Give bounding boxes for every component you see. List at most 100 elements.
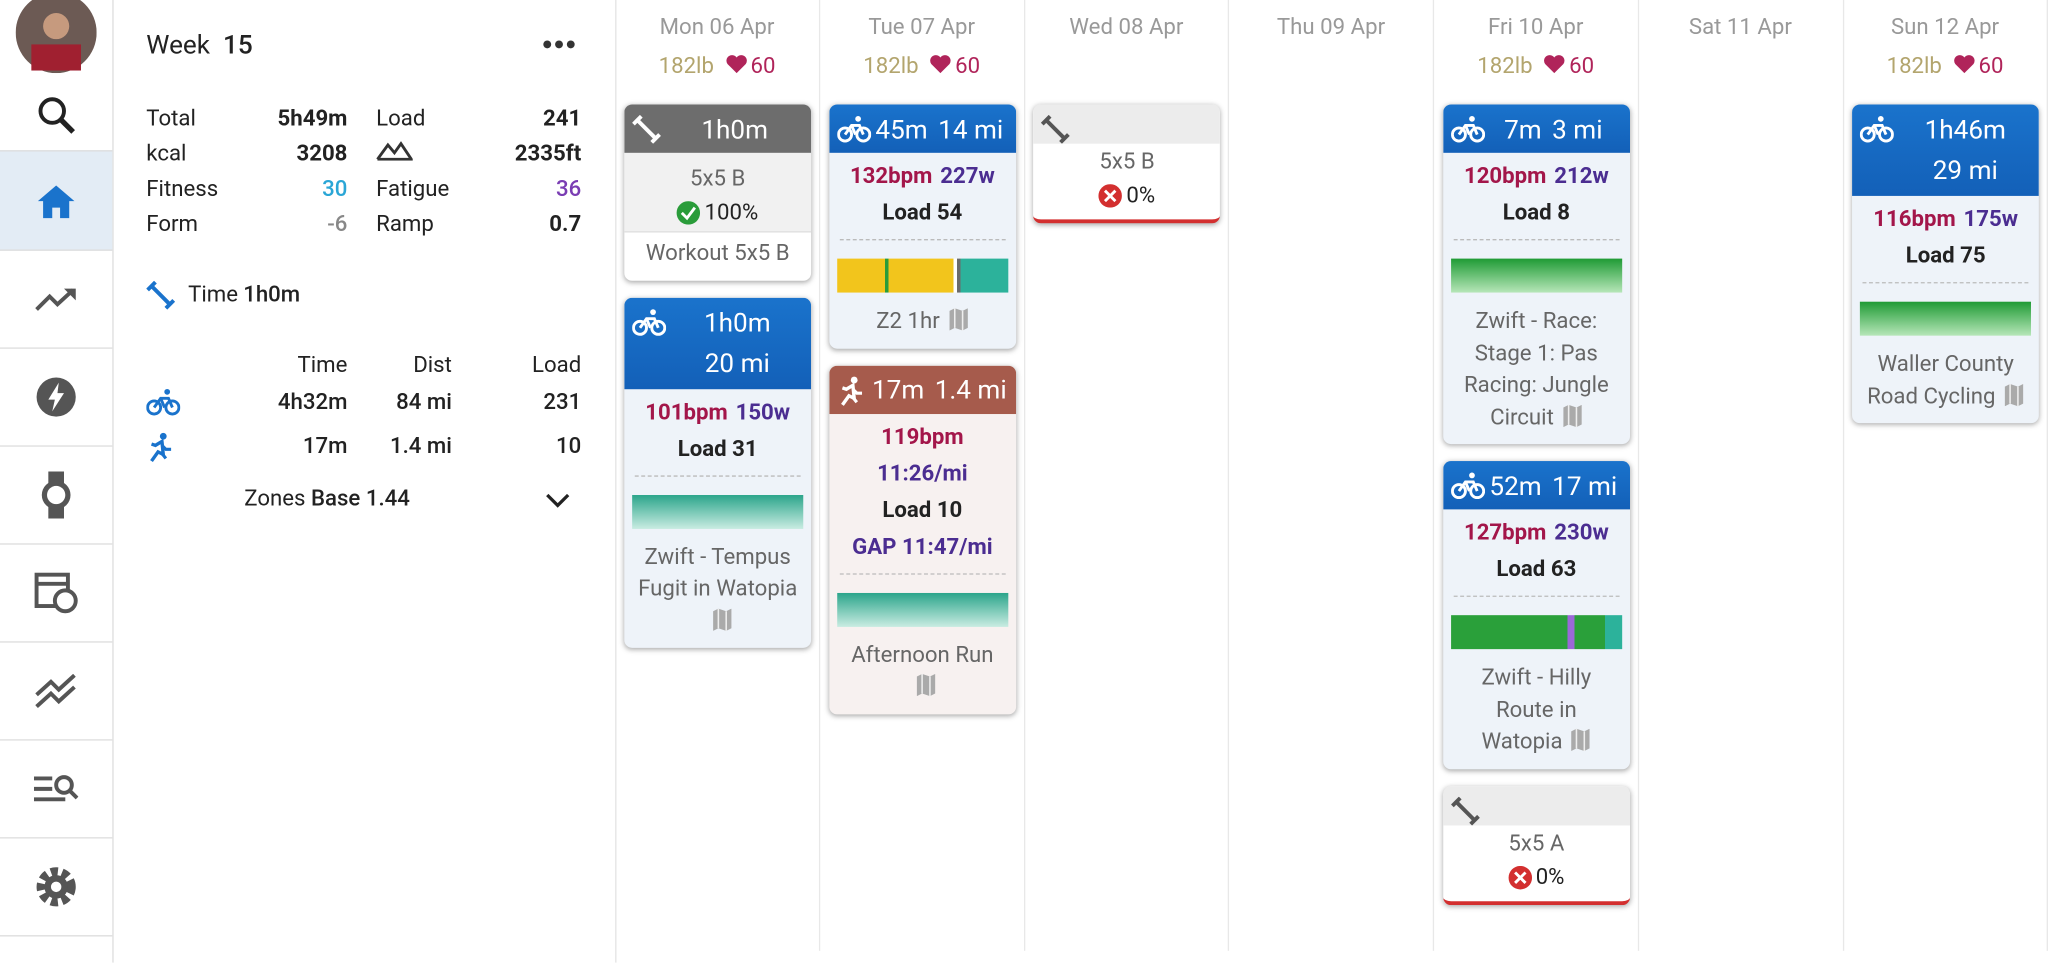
stat-label: Ramp: [376, 211, 434, 238]
day-column: Fri 10 Apr 182lb 60 7m 3 mi 120bpm 212w Load 8 Z…: [1434, 0, 1639, 951]
card-line: 119bpm: [829, 419, 1016, 456]
sport-icon: [146, 428, 224, 475]
day-column: Wed 08 Apr 5x5 B 0%: [1024, 0, 1230, 951]
strength-card[interactable]: 5x5 B 0%: [1033, 104, 1221, 224]
nav-devices[interactable]: [0, 445, 113, 545]
day-date: Mon 06 Apr: [659, 14, 775, 41]
table-row: 17m 1.4 mi 10: [146, 428, 581, 475]
nav-trends[interactable]: [0, 249, 113, 349]
card-line: Load 54: [829, 195, 1016, 232]
nav-settings[interactable]: [0, 837, 113, 937]
day-date: Thu 09 Apr: [1276, 14, 1386, 41]
line-text: Load 10: [882, 496, 963, 524]
line-text: 212w: [1554, 163, 1609, 190]
card-line: 132bpm 227w: [829, 158, 1016, 195]
card-list: 1h46m 29 mi 116bpm 175w Load 75 Waller County…: [1852, 104, 2040, 424]
line-text: 5x5 B: [690, 165, 746, 192]
day-date: Sun 12 Apr: [1890, 14, 2000, 41]
search-button[interactable]: [0, 65, 112, 163]
nav-search-list[interactable]: [0, 739, 113, 839]
line-text: Load 8: [1502, 199, 1570, 226]
card-line: 5x5 A: [1443, 825, 1630, 862]
strength-card[interactable]: 5x5 A 0%: [1442, 785, 1630, 905]
column-header: Time: [297, 352, 348, 379]
spacer: [347, 175, 376, 204]
card-body: 5x5 A 0%: [1443, 825, 1630, 901]
avatar[interactable]: [15, 0, 97, 74]
table-cell: 4h32m: [277, 389, 348, 416]
resting-hr: 60: [919, 54, 980, 80]
line-text: 116bpm: [1873, 206, 1956, 233]
name-text: Workout 5x5 B: [645, 240, 790, 267]
line-text: Load 75: [1905, 242, 1986, 270]
card-list: 45m 14 mi 132bpm 227w Load 54 Z2 1hr 17m 1.4 mi…: [828, 104, 1016, 714]
spacer: [347, 210, 376, 239]
nav-compare[interactable]: [0, 641, 113, 741]
name-text: Afternoon Run: [851, 641, 994, 669]
line-text: 230w: [1554, 519, 1609, 546]
strength-card[interactable]: 1h0m 5x5 B 100% Workout 5x5 B: [624, 104, 812, 281]
line-text: GAP 11:47/mi: [852, 533, 993, 560]
card-line: Load 63: [1443, 551, 1630, 588]
nav-home[interactable]: [0, 150, 113, 251]
week-panel: Week 15 Total 5h49m Load 241 kcal 3208 2335ft F…: [114, 0, 617, 963]
day-column: Sun 12 Apr 182lb 60 1h46m 29 mi 116bpm 175w Loa…: [1843, 0, 2048, 951]
card-list: 1h0m 5x5 B 100% Workout 5x5 B 1h0m 20 mi 101bp…: [624, 104, 812, 648]
run-card[interactable]: 17m 1.4 mi 119bpm 11:26/mi Load 10 GAP 11:47/…: [828, 365, 1016, 714]
resting-hr: 60: [1942, 54, 2003, 80]
ride-card[interactable]: 45m 14 mi 132bpm 227w Load 54 Z2 1hr: [828, 104, 1016, 349]
power-chart: [1450, 615, 1622, 650]
day-date: Wed 08 Apr: [1069, 14, 1184, 41]
sidebar: [0, 0, 114, 963]
table-cell: 231: [543, 389, 582, 416]
status-text: 0%: [1126, 182, 1156, 209]
table-cell: 84 mi: [396, 389, 452, 416]
header-text: 20 mi: [704, 346, 770, 379]
ride-card[interactable]: 7m 3 mi 120bpm 212w Load 8 Zwift - Race: Stag…: [1442, 104, 1630, 445]
map-icon: [1554, 404, 1583, 430]
status: 0%: [1034, 183, 1221, 209]
spacer: [146, 347, 224, 384]
stat-label: Fitness: [146, 176, 219, 203]
stat-value: 241: [542, 105, 582, 132]
line-text: 150w: [735, 399, 791, 426]
status: 100%: [624, 200, 811, 226]
header-text: 17m: [871, 373, 925, 405]
zones-expand[interactable]: [545, 492, 571, 508]
card-header: 17m 1.4 mi: [828, 365, 1016, 414]
header-text: 1h0m: [701, 112, 769, 145]
activity-name: Zwift - Race: Stage 1: Pas Racing: Jungl…: [1443, 303, 1630, 444]
sep: [1453, 595, 1620, 597]
column-header: Load: [531, 352, 582, 379]
card-line: Load 8: [1443, 195, 1630, 232]
strength-summary: Time 1h0m: [146, 280, 301, 310]
card-line: 116bpm 175w: [1852, 201, 2039, 238]
sep: [634, 474, 801, 477]
header-text: 17 mi: [1552, 469, 1618, 501]
card-line: 127bpm 230w: [1443, 515, 1630, 552]
card-line: 101bpm 150w: [624, 394, 811, 431]
name-text: Zwift - Race: Stage 1: Pas Racing: Jungl…: [1463, 308, 1609, 431]
ride-card[interactable]: 1h0m 20 mi 101bpm 150w Load 31 Zwift - Tempus…: [624, 297, 812, 648]
power-chart: [632, 494, 804, 529]
nav-power[interactable]: [0, 347, 113, 447]
card-line: Load 10: [829, 492, 1016, 529]
stat-label: Total: [146, 105, 196, 132]
day-column: Thu 09 Apr: [1229, 0, 1435, 951]
card-body: 132bpm 227w Load 54: [829, 153, 1016, 293]
stat-value: 36: [555, 176, 582, 203]
card-body: 120bpm 212w Load 8: [1443, 153, 1630, 293]
nav-calendar[interactable]: [0, 543, 113, 643]
more-button[interactable]: [542, 39, 576, 49]
day-date: Fri 10 Apr: [1488, 14, 1584, 41]
ride-card[interactable]: 52m 17 mi 127bpm 230w Load 63 Zwift - Hilly R…: [1442, 461, 1630, 769]
header-text: 1.4 mi: [934, 373, 1007, 405]
stat-value: 2335ft: [514, 141, 582, 168]
line-text: 119bpm: [881, 423, 964, 450]
card-line: 120bpm 212w: [1443, 158, 1630, 195]
ride-card[interactable]: 1h46m 29 mi 116bpm 175w Load 75 Waller County…: [1852, 104, 2040, 424]
strength-time-value: 1h0m: [243, 282, 301, 309]
line-text: 175w: [1963, 206, 2019, 233]
sport-icon: [146, 384, 224, 428]
